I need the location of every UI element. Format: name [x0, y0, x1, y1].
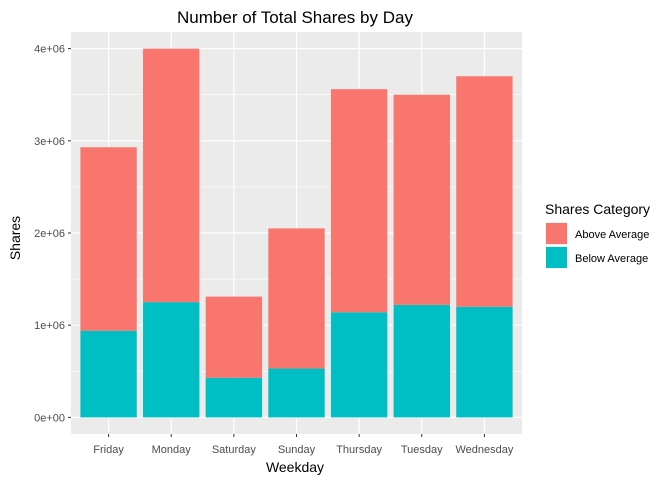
bar-below-average-saturday — [205, 377, 263, 418]
y-tick-label: 0e+00 — [34, 412, 65, 424]
y-tick-label: 1e+06 — [34, 320, 65, 332]
y-tick-label: 4e+06 — [34, 44, 65, 56]
bar-below-average-wednesday — [456, 306, 513, 418]
legend-swatch — [546, 223, 567, 244]
bar-above-average-saturday — [205, 296, 263, 378]
x-tick-label: Wednesday — [455, 444, 513, 456]
bar-above-average-monday — [143, 48, 200, 303]
y-axis-label: Shares — [7, 216, 23, 260]
y-tick-label: 3e+06 — [34, 136, 65, 148]
x-tick-label: Friday — [93, 444, 124, 456]
bar-below-average-tuesday — [393, 304, 450, 418]
bar-above-average-sunday — [268, 228, 325, 369]
x-tick-label: Monday — [152, 444, 192, 456]
bar-above-average-wednesday — [456, 76, 513, 307]
bar-above-average-friday — [80, 147, 137, 331]
x-tick-label: Thursday — [336, 444, 382, 456]
bar-below-average-thursday — [330, 312, 388, 418]
bar-below-average-sunday — [268, 368, 325, 418]
y-tick-label: 2e+06 — [34, 228, 65, 240]
x-tick-label: Tuesday — [401, 444, 443, 456]
x-axis-label: Weekday — [266, 459, 324, 475]
legend-title: Shares Category — [545, 201, 650, 217]
y-axis: 0e+00 1e+06 2e+06 3e+06 4e+06 — [34, 44, 71, 424]
bar-below-average-monday — [143, 302, 200, 418]
chart-title: Number of Total Shares by Day — [177, 8, 413, 27]
x-axis: Friday Monday Saturday Sunday Thursday Tuesda… — [93, 434, 514, 456]
bar-above-average-tuesday — [393, 94, 450, 305]
legend: Shares Category Above Average Below Avera… — [545, 201, 650, 269]
legend-swatch — [546, 247, 567, 268]
legend-label: Above Average — [575, 229, 649, 241]
legend-label: Below Average — [575, 253, 648, 265]
x-tick-label: Saturday — [212, 444, 257, 456]
x-tick-label: Sunday — [278, 444, 316, 456]
bars — [80, 48, 513, 418]
bar-above-average-thursday — [330, 89, 388, 313]
bar-below-average-friday — [80, 330, 137, 418]
